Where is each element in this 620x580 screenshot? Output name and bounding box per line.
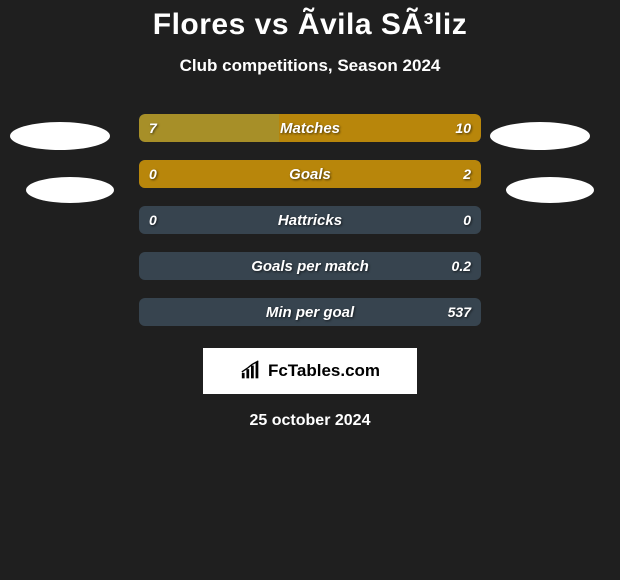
date-text: 25 october 2024 [250, 412, 371, 430]
stat-row: 537Min per goal [139, 298, 481, 326]
page-title: Flores vs Ãvila SÃ³liz [153, 8, 467, 42]
brand-text: FcTables.com [268, 361, 380, 381]
stat-label: Goals per match [139, 252, 481, 280]
stat-row: 0 0Hattricks [139, 206, 481, 234]
brand-badge: FcTables.com [203, 348, 417, 394]
stats-list: 710Matches 02Goals 0 0Hattricks 0.2Goals per… [139, 114, 481, 326]
stat-row: 710Matches [139, 114, 481, 142]
bar-chart-icon [240, 360, 262, 382]
stat-right-value: 0.2 [452, 252, 471, 280]
decor-ellipse [26, 177, 114, 203]
stat-row: 02Goals [139, 160, 481, 188]
stat-row: 0.2Goals per match [139, 252, 481, 280]
subtitle: Club competitions, Season 2024 [180, 56, 441, 76]
stat-fill-right [279, 114, 481, 142]
stat-label: Hattricks [139, 206, 481, 234]
decor-ellipse [506, 177, 594, 203]
stat-fill-left [139, 114, 279, 142]
stat-left-value: 0 [149, 206, 157, 234]
stat-right-value: 537 [448, 298, 471, 326]
decor-ellipse [490, 122, 590, 150]
comparison-card: Flores vs Ãvila SÃ³liz Club competitions… [0, 0, 620, 430]
stat-fill-right [139, 160, 481, 188]
stat-right-value: 0 [463, 206, 471, 234]
stat-label: Min per goal [139, 298, 481, 326]
decor-ellipse [10, 122, 110, 150]
